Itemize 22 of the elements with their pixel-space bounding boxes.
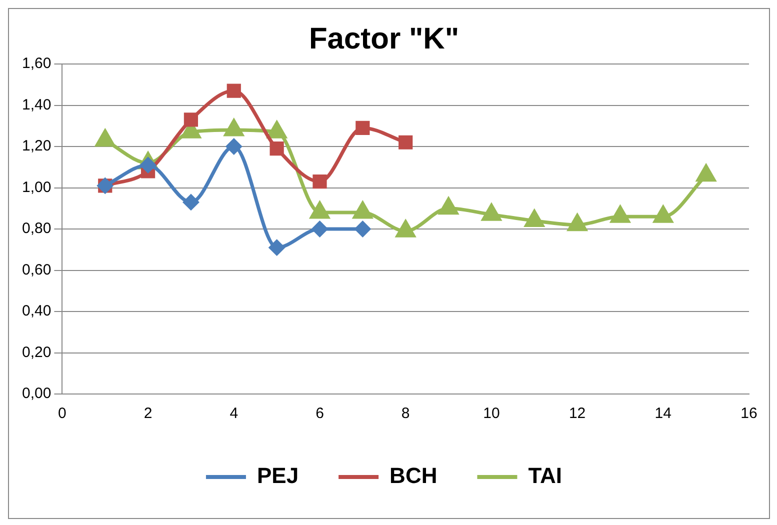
y-tick-label: 0,20	[22, 344, 52, 361]
legend-label: TAI	[528, 463, 562, 488]
y-tick-label: 1,00	[22, 178, 52, 196]
y-tick-label: 0,40	[22, 302, 52, 320]
y-tick-label: 1,60	[22, 55, 52, 72]
legend-label: BCH	[390, 463, 438, 488]
x-tick-label: 2	[144, 405, 152, 422]
x-tick-label: 8	[401, 405, 410, 422]
y-tick-label: 0,00	[22, 385, 52, 402]
chart-title: Factor "K"	[308, 22, 460, 56]
x-tick-label: 12	[568, 405, 586, 422]
y-tick-label: 0,60	[22, 261, 52, 278]
x-tick-label: 0	[58, 405, 66, 422]
x-tick-label: 14	[654, 405, 672, 422]
x-tick-label: 4	[230, 405, 238, 422]
legend-label: PEJ	[256, 463, 299, 488]
y-tick-label: 1,40	[22, 96, 52, 114]
x-tick-label: 16	[740, 405, 758, 422]
y-tick-label: 1,20	[22, 138, 52, 155]
x-tick-label: 10	[483, 405, 500, 422]
x-tick-label: 6	[316, 405, 324, 422]
y-tick-label: 0,80	[22, 220, 52, 238]
